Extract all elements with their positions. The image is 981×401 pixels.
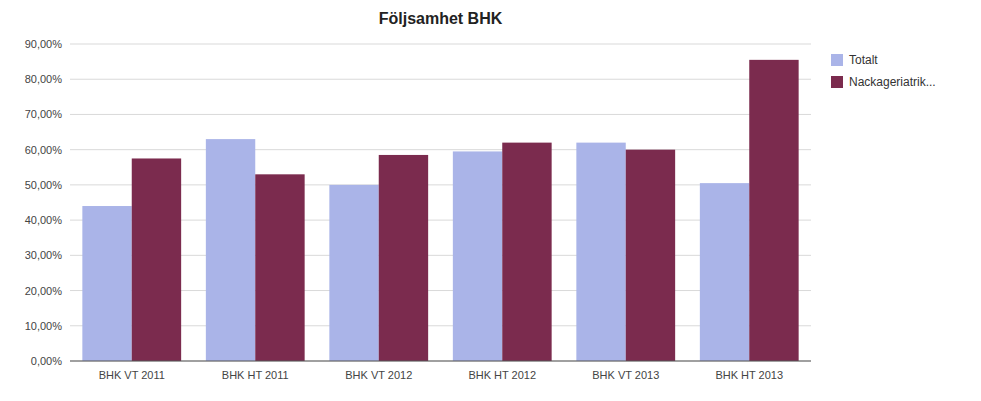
y-tick-label: 90,00% (25, 38, 63, 50)
bar (502, 143, 551, 361)
chart-container: Följsamhet BHK 0,00% 10,00% 20,00% 30,00% 40,… (0, 0, 981, 401)
x-axis: BHK VT 2011 BHK HT 2011 BHK VT 2012 BHK HT … (70, 361, 811, 381)
bar (206, 139, 255, 361)
x-tick-label: BHK VT 2013 (592, 369, 659, 381)
y-tick-label: 60,00% (25, 144, 63, 156)
bar (379, 155, 428, 361)
bar (453, 151, 502, 361)
legend-swatch (831, 54, 843, 66)
x-tick-label: BHK HT 2011 (222, 369, 289, 381)
legend-label: Totalt (849, 53, 878, 67)
y-tick-label: 80,00% (25, 73, 63, 85)
grid-line (70, 79, 811, 80)
grid-line (70, 114, 811, 115)
y-tick-label: 30,00% (25, 249, 63, 261)
grid-line (70, 361, 811, 362)
bar (700, 183, 749, 361)
x-tick-label: BHK VT 2011 (99, 369, 165, 381)
bars (82, 60, 798, 361)
y-tick-label: 10,00% (25, 320, 63, 332)
y-tick-label: 0,00% (31, 355, 62, 367)
y-tick-label: 20,00% (25, 285, 63, 297)
y-tick-label: 50,00% (25, 179, 63, 191)
legend-swatch (831, 76, 843, 88)
x-tick-label: BHK VT 2012 (345, 369, 412, 381)
bar (132, 158, 181, 361)
y-tick-label: 40,00% (25, 214, 63, 226)
bar (329, 185, 378, 361)
legend-label: Nackageriatrik... (849, 75, 936, 89)
y-tick-label: 70,00% (25, 108, 63, 120)
x-tick-label: BHK HT 2013 (715, 369, 783, 381)
bar (749, 60, 798, 361)
legend: Totalt Nackageriatrik... (831, 53, 936, 89)
chart: Följsamhet BHK 0,00% 10,00% 20,00% 30,00% 40,… (0, 0, 981, 401)
grid-line (70, 149, 811, 150)
bar (255, 174, 304, 361)
grid-line (70, 44, 811, 45)
x-axis-line (70, 361, 811, 362)
bar (82, 206, 131, 361)
bar (576, 143, 625, 361)
y-axis: 0,00% 10,00% 20,00% 30,00% 40,00% 50,00% 60,00… (25, 38, 811, 367)
title: Följsamhet BHK (379, 10, 503, 27)
bar (626, 150, 675, 361)
x-tick-label: BHK HT 2012 (468, 369, 536, 381)
